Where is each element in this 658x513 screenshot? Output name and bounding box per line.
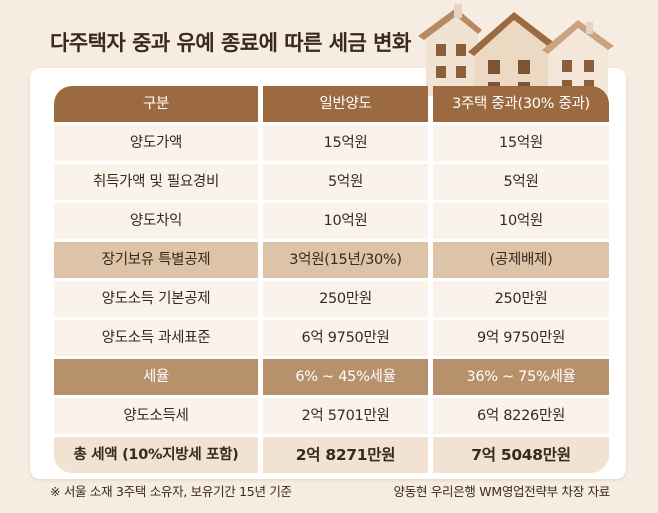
table-row: 장기보유 특별공제 3억원(15년/30%) (공제배제) (54, 242, 609, 278)
row-general-value: 6% ~ 45%세율 (263, 359, 428, 395)
row-heavy-value: 10억원 (433, 203, 609, 239)
table-row: 양도가액 15억원 15억원 (54, 125, 609, 161)
row-general-value: 5억원 (263, 164, 428, 200)
row-label: 총 세액 (10%지방세 포함) (54, 437, 258, 473)
row-label: 양도가액 (54, 125, 258, 161)
row-heavy-value: 7억 5048만원 (433, 437, 609, 473)
table-row: 양도소득 과세표준 6억 9750만원 9억 9750만원 (54, 320, 609, 356)
header-general-transfer: 일반양도 (263, 86, 428, 122)
row-label: 취득가액 및 필요경비 (54, 164, 258, 200)
row-general-value: 2억 5701만원 (263, 398, 428, 434)
table-row: 양도차익 10억원 10억원 (54, 203, 609, 239)
footnote-source: 양동현 우리은행 WM영업전략부 차장 자료 (393, 484, 611, 499)
row-general-value: 2억 8271만원 (263, 437, 428, 473)
row-label: 장기보유 특별공제 (54, 242, 258, 278)
table-row: 총 세액 (10%지방세 포함) 2억 8271만원 7억 5048만원 (54, 437, 609, 473)
row-heavy-value: 15억원 (433, 125, 609, 161)
row-label: 양도소득 과세표준 (54, 320, 258, 356)
header-heavy-tax: 3주택 중과(30% 중과) (433, 86, 609, 122)
row-general-value: 3억원(15년/30%) (263, 242, 428, 278)
row-heavy-value: (공제배제) (433, 242, 609, 278)
header-category: 구분 (54, 86, 258, 122)
row-heavy-value: 6억 8226만원 (433, 398, 609, 434)
footnote-condition: ※ 서울 소재 3주택 소유자, 보유기간 15년 기준 (50, 484, 292, 499)
table-row: 취득가액 및 필요경비 5억원 5억원 (54, 164, 609, 200)
row-general-value: 250만원 (263, 281, 428, 317)
row-general-value: 6억 9750만원 (263, 320, 428, 356)
row-label: 양도소득세 (54, 398, 258, 434)
row-label: 양도차익 (54, 203, 258, 239)
row-general-value: 10억원 (263, 203, 428, 239)
row-heavy-value: 9억 9750만원 (433, 320, 609, 356)
page-title: 다주택자 중과 유예 종료에 따른 세금 변화 (50, 31, 411, 55)
row-heavy-value: 36% ~ 75%세율 (433, 359, 609, 395)
table-row: 양도소득 기본공제 250만원 250만원 (54, 281, 609, 317)
row-label: 양도소득 기본공제 (54, 281, 258, 317)
row-general-value: 15억원 (263, 125, 428, 161)
table-row: 양도소득세 2억 5701만원 6억 8226만원 (54, 398, 609, 434)
row-heavy-value: 5억원 (433, 164, 609, 200)
table-header-row: 구분 일반양도 3주택 중과(30% 중과) (54, 86, 609, 122)
table-row: 세율 6% ~ 45%세율 36% ~ 75%세율 (54, 359, 609, 395)
row-heavy-value: 250만원 (433, 281, 609, 317)
houses-illustration (418, 4, 614, 98)
row-label: 세율 (54, 359, 258, 395)
tax-comparison-table: 구분 일반양도 3주택 중과(30% 중과) 양도가액 15억원 15억원 취득가액 … (54, 86, 609, 476)
